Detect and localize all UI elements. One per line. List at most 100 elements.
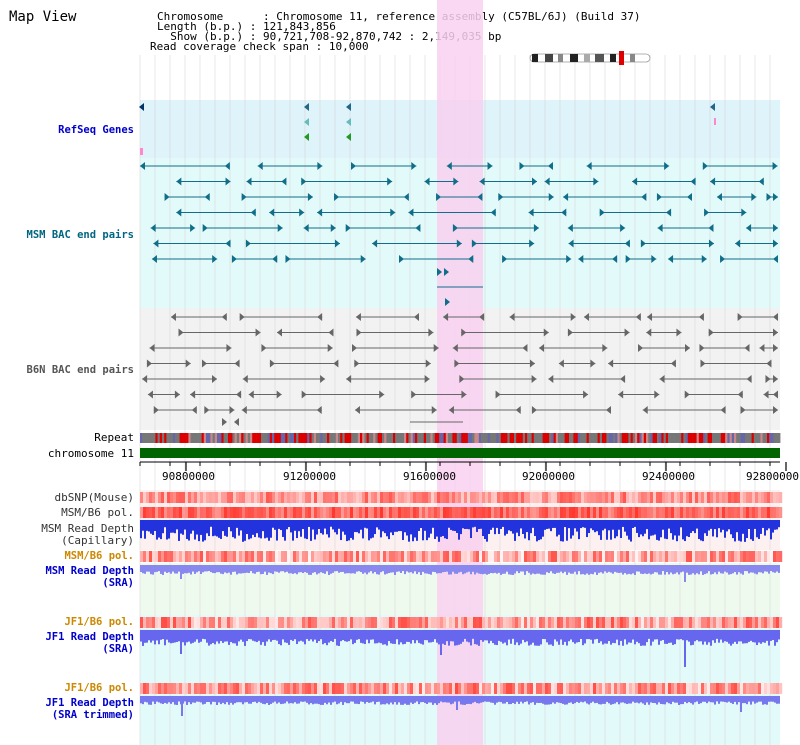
- heat-cell: [416, 683, 420, 694]
- depth-bar: [424, 630, 426, 641]
- depth-bar: [692, 565, 694, 574]
- feature-arrow: [346, 375, 352, 383]
- heat-cell: [629, 492, 633, 503]
- heat-cell: [341, 551, 345, 562]
- track-label-dbsnp[interactable]: dbSNP(Mouse): [54, 491, 134, 504]
- heat-cell: [749, 492, 753, 503]
- depth-bar: [480, 565, 482, 574]
- depth-bar: [262, 520, 264, 532]
- depth-bar: [574, 630, 576, 644]
- heat-cell: [374, 492, 378, 503]
- depth-bar: [526, 565, 528, 572]
- depth-bar: [598, 565, 600, 573]
- heat-cell: [761, 683, 765, 694]
- depth-bar: [368, 565, 370, 573]
- heat-cell: [779, 492, 783, 503]
- heat-cell: [605, 507, 609, 518]
- heat-cell: [209, 683, 213, 694]
- depth-bar: [450, 630, 452, 642]
- heat-cell: [344, 683, 348, 694]
- depth-bar: [698, 696, 700, 704]
- heat-cell: [398, 507, 402, 518]
- heat-cell: [431, 617, 435, 628]
- depth-bar: [596, 520, 598, 532]
- depth-bar: [254, 696, 256, 702]
- depth-bar: [214, 630, 216, 645]
- depth-bar: [718, 630, 720, 643]
- depth-bar: [326, 520, 328, 535]
- depth-bar: [464, 630, 466, 639]
- heat-cell: [626, 507, 630, 518]
- track-label-repeat[interactable]: Repeat: [94, 431, 134, 444]
- heat-cell: [491, 551, 495, 562]
- repeat-mark: [298, 433, 301, 443]
- feature-arrow: [415, 224, 421, 232]
- depth-bar: [164, 630, 166, 646]
- heat-cell: [725, 492, 729, 503]
- track-label-msm-b6-pol-2[interactable]: MSM/B6 pol.: [64, 550, 134, 562]
- depth-bar: [366, 696, 368, 702]
- track-label-msm-depth-capillary[interactable]: MSM Read Depth: [41, 522, 134, 535]
- heat-cell: [323, 683, 327, 694]
- track-label-jf1-b6-pol-2[interactable]: JF1/B6 pol.: [64, 682, 134, 694]
- heat-cell: [770, 492, 774, 503]
- track-label-msm-b6-pol[interactable]: MSM/B6 pol.: [61, 506, 134, 519]
- depth-bar: [210, 630, 212, 645]
- heat-cell: [779, 507, 783, 518]
- depth-bar: [256, 565, 258, 573]
- feature-arrow: [720, 255, 726, 263]
- depth-bar: [458, 630, 460, 645]
- depth-bar: [188, 696, 190, 703]
- depth-bar: [250, 696, 252, 704]
- depth-bar: [420, 520, 422, 529]
- depth-bar: [478, 565, 480, 574]
- depth-bar: [538, 630, 540, 646]
- heat-cell: [767, 617, 771, 628]
- track-label-chromosome[interactable]: chromosome 11: [47, 447, 134, 460]
- repeat-mark: [219, 433, 222, 443]
- depth-bar: [654, 696, 656, 704]
- heat-cell: [161, 507, 165, 518]
- heat-cell: [758, 492, 762, 503]
- axis-tick-label: 92000000: [522, 470, 575, 483]
- depth-bar: [544, 520, 546, 530]
- track-label-jf1-b6-pol[interactable]: JF1/B6 pol.: [64, 616, 134, 628]
- depth-bar: [496, 565, 498, 574]
- depth-bar: [740, 565, 742, 574]
- chromosome-ideogram[interactable]: [529, 51, 651, 65]
- heat-cell: [314, 551, 318, 562]
- heat-cell: [308, 683, 312, 694]
- track-label-b6n-bac[interactable]: B6N BAC end pairs: [26, 364, 134, 376]
- track-label-msm-depth-sra[interactable]: MSM Read Depth: [45, 565, 134, 577]
- depth-bar: [688, 565, 690, 575]
- heat-cell: [674, 551, 678, 562]
- depth-bar: [226, 630, 228, 642]
- heat-cell: [752, 551, 756, 562]
- depth-bar: [338, 630, 340, 646]
- depth-bar: [408, 696, 410, 705]
- depth-bar: [598, 696, 600, 705]
- track-label-msm-bac[interactable]: MSM BAC end pairs: [26, 229, 134, 241]
- depth-bar: [744, 520, 746, 542]
- depth-bar: [200, 630, 202, 642]
- heat-cell: [506, 551, 510, 562]
- feature-arrow: [351, 162, 357, 170]
- heat-cell: [245, 551, 249, 562]
- heat-cell: [737, 683, 741, 694]
- depth-bar: [764, 696, 766, 705]
- depth-bar: [558, 696, 560, 703]
- feature-arrow: [212, 255, 218, 263]
- depth-bar: [356, 565, 358, 572]
- track-label-jf1-depth-trimmed[interactable]: JF1 Read Depth: [45, 697, 134, 709]
- track-label-refseq[interactable]: RefSeq Genes: [58, 124, 134, 136]
- repeat-mark: [615, 433, 618, 443]
- heat-cell: [623, 507, 627, 518]
- heat-cell: [209, 492, 213, 503]
- heat-cell: [278, 507, 282, 518]
- track-label-jf1-depth-sra[interactable]: JF1 Read Depth: [45, 631, 134, 643]
- heat-cell: [608, 683, 612, 694]
- repeat-mark: [544, 433, 548, 443]
- depth-bar: [290, 696, 292, 704]
- chromosome-bar[interactable]: [140, 448, 780, 458]
